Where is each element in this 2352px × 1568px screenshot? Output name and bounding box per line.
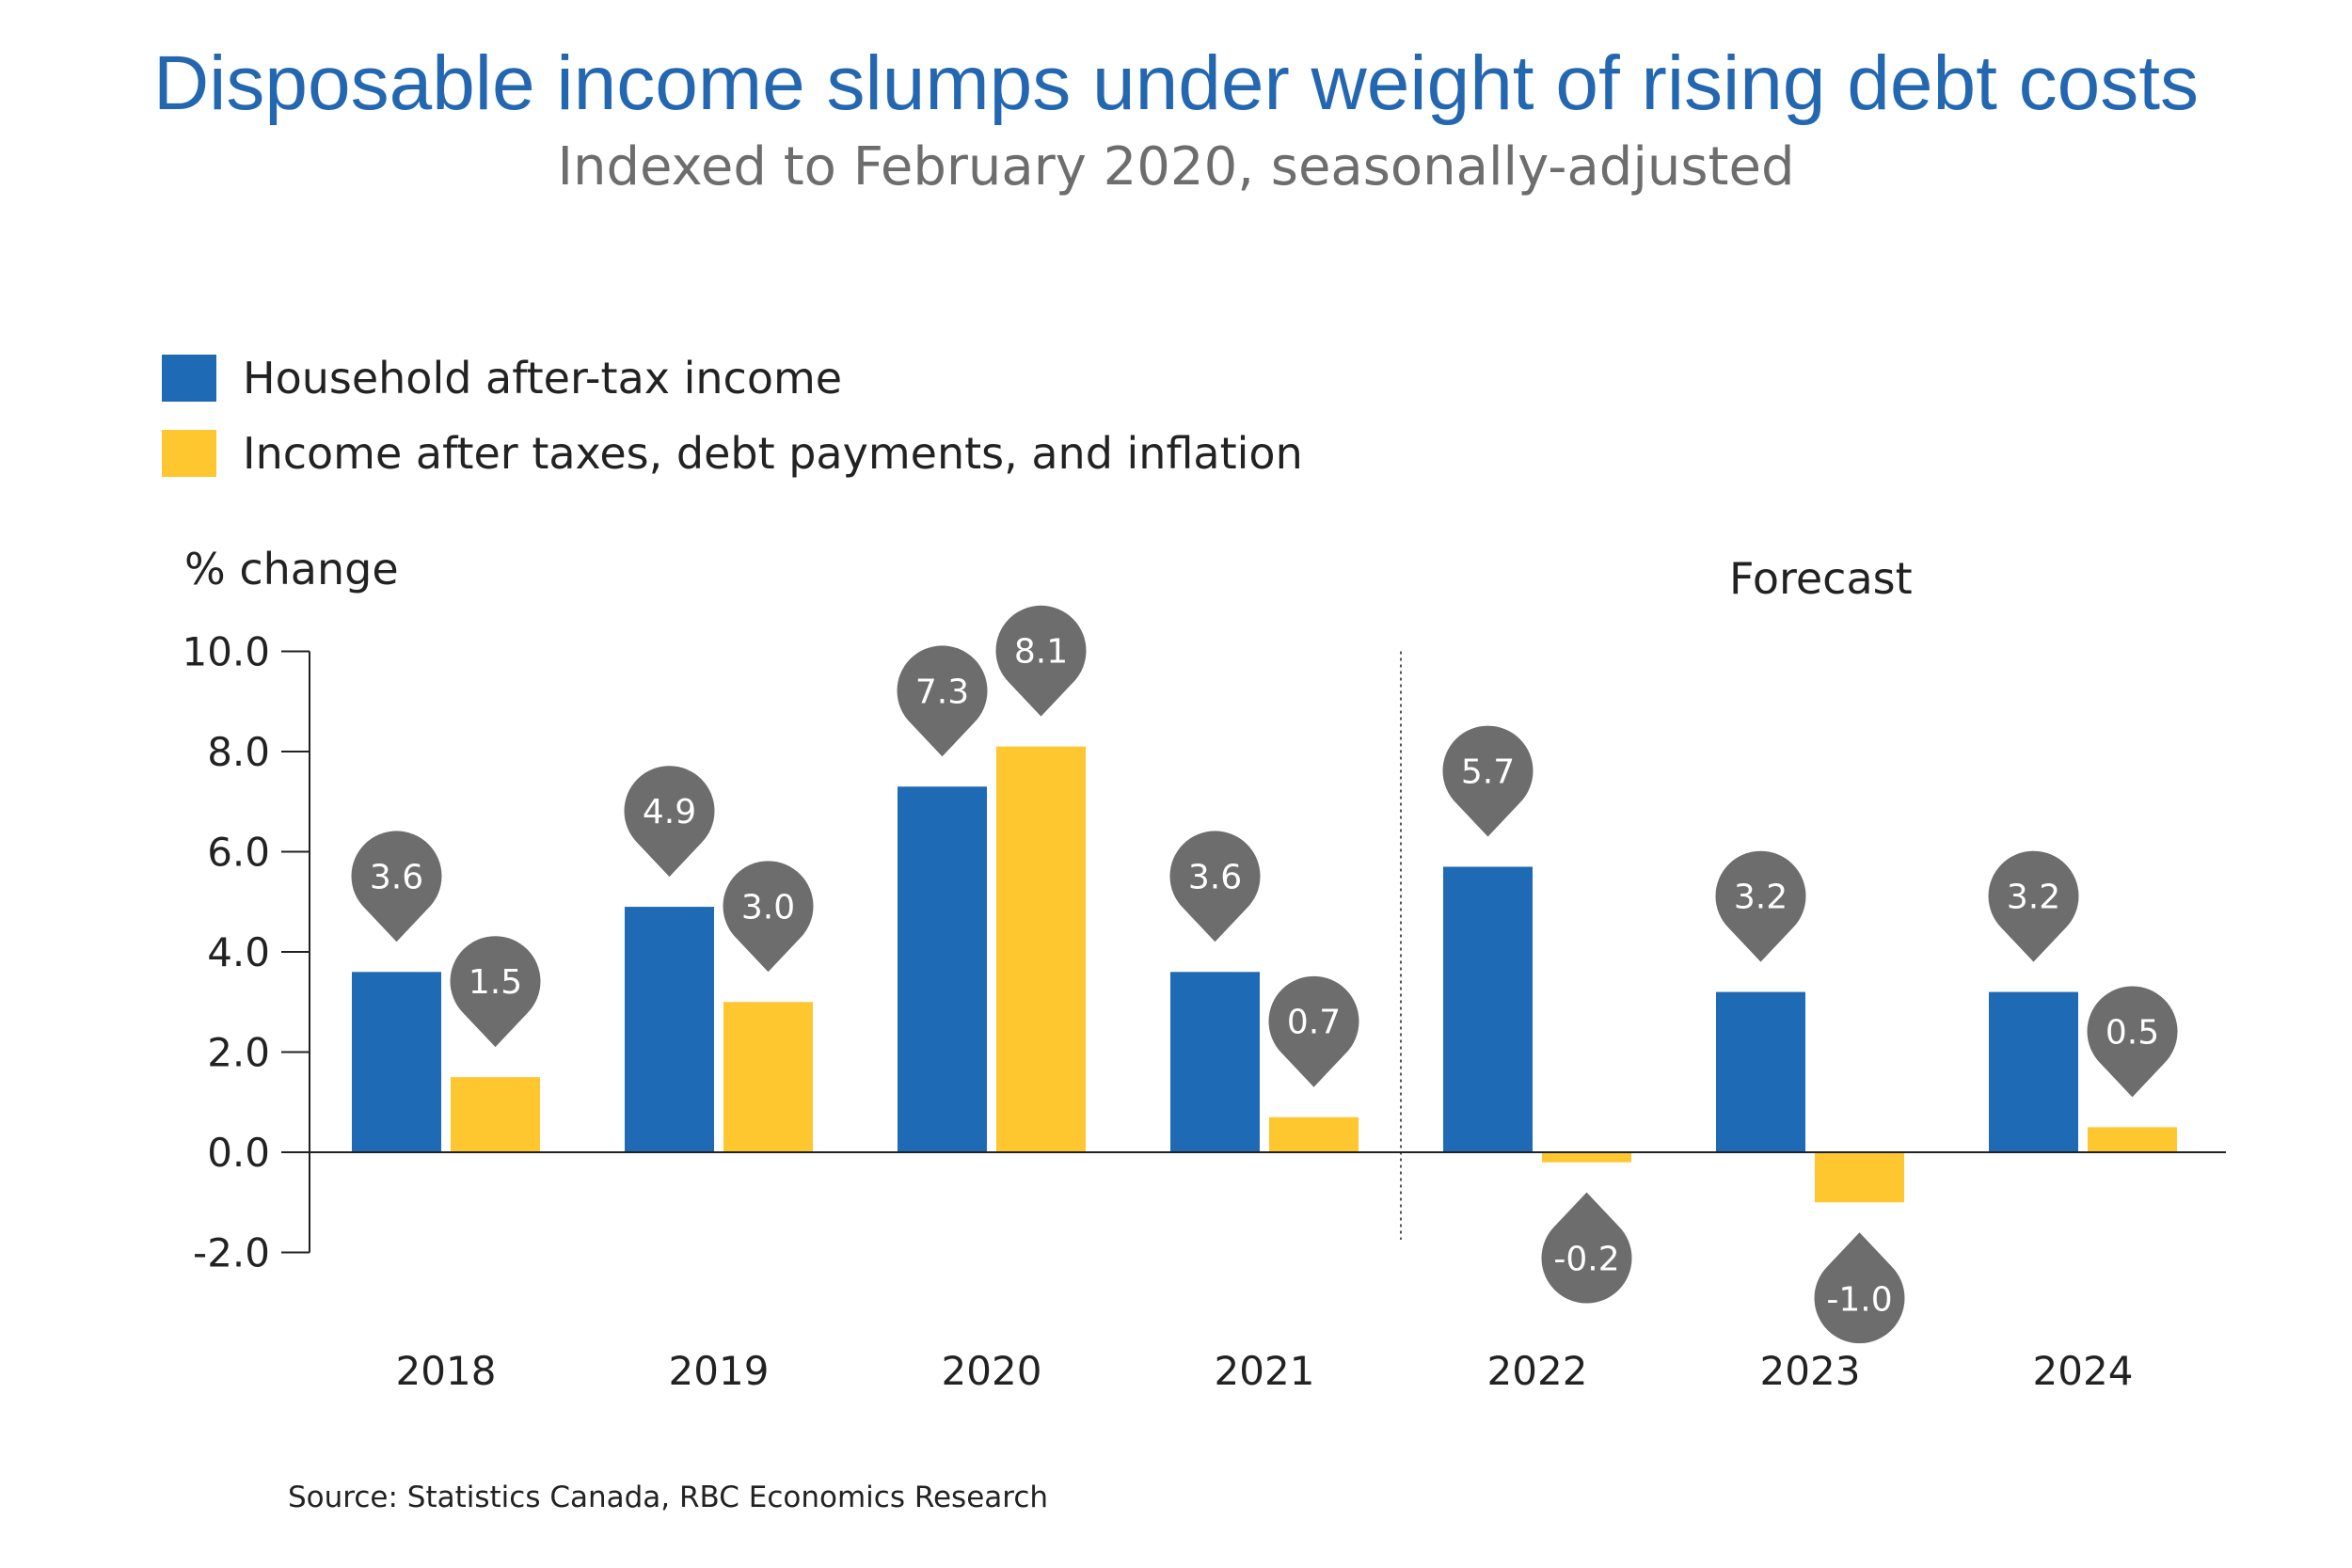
legend: Household after-tax income Income after … bbox=[162, 341, 1303, 491]
data-label-bubble bbox=[1169, 831, 1261, 942]
data-label: 1.5 bbox=[469, 963, 522, 1002]
bar-after-debt-inflation bbox=[723, 1002, 813, 1152]
x-tick-label: 2022 bbox=[1487, 1348, 1588, 1394]
data-label: 0.5 bbox=[2106, 1013, 2159, 1052]
data-label-bubble bbox=[723, 861, 814, 973]
data-label: 3.2 bbox=[1734, 879, 1788, 917]
data-label-bubble bbox=[450, 936, 541, 1048]
data-label: 0.7 bbox=[1287, 1004, 1341, 1042]
x-tick-label: 2023 bbox=[1760, 1348, 1861, 1394]
x-tick-label: 2024 bbox=[2033, 1348, 2134, 1394]
x-tick-label: 2018 bbox=[396, 1348, 497, 1394]
y-axis-label: % change bbox=[184, 544, 399, 594]
bar-after-debt-inflation bbox=[1815, 1152, 1904, 1203]
bar-household-income bbox=[1170, 972, 1260, 1152]
x-tick-label: 2019 bbox=[669, 1348, 770, 1394]
data-label-bubble bbox=[1814, 1232, 1905, 1344]
legend-item-after-tax-income: Household after-tax income bbox=[162, 341, 1303, 416]
x-tick-label: 2020 bbox=[942, 1348, 1042, 1394]
bar-household-income bbox=[1716, 991, 1805, 1152]
data-label: 3.2 bbox=[2007, 879, 2060, 917]
legend-swatch-yellow bbox=[162, 430, 216, 477]
data-label-bubble bbox=[1715, 850, 1806, 962]
forecast-annotation: Forecast bbox=[1729, 553, 1913, 604]
data-label: -1.0 bbox=[1826, 1280, 1892, 1319]
chart-title: Disposable income slumps under weight of… bbox=[152, 40, 2200, 126]
bar-after-debt-inflation bbox=[1269, 1117, 1359, 1152]
data-label-bubble bbox=[995, 605, 1087, 717]
data-label-bubble bbox=[1268, 975, 1359, 1087]
y-tick-label: 10.0 bbox=[182, 629, 270, 675]
data-label: 7.3 bbox=[915, 673, 969, 711]
data-label-bubble bbox=[351, 831, 442, 942]
chart-subtitle: Indexed to February 2020, seasonally-adj… bbox=[557, 136, 1795, 198]
data-label: 4.9 bbox=[643, 793, 696, 832]
x-tick-label: 2021 bbox=[1215, 1348, 1315, 1394]
y-tick-label: 8.0 bbox=[207, 729, 270, 775]
bar-after-debt-inflation bbox=[451, 1077, 540, 1152]
y-tick-label: 2.0 bbox=[207, 1030, 270, 1076]
bar-after-debt-inflation bbox=[1542, 1152, 1631, 1163]
bar-household-income bbox=[1989, 991, 2078, 1152]
bar-after-debt-inflation bbox=[2088, 1127, 2177, 1152]
data-label-bubble bbox=[624, 766, 715, 878]
data-label-bubble bbox=[897, 645, 988, 757]
data-label-bubble bbox=[1988, 850, 2079, 962]
data-label-bubble bbox=[1541, 1192, 1632, 1304]
y-tick-label: -2.0 bbox=[193, 1230, 270, 1276]
y-tick-label: 4.0 bbox=[207, 929, 270, 975]
data-label: -0.2 bbox=[1553, 1241, 1619, 1279]
legend-item-after-debt-inflation: Income after taxes, debt payments, and i… bbox=[162, 416, 1303, 491]
legend-label: Income after taxes, debt payments, and i… bbox=[243, 428, 1303, 479]
y-tick-label: 0.0 bbox=[207, 1130, 270, 1176]
bar-household-income bbox=[352, 972, 441, 1152]
legend-swatch-blue bbox=[162, 355, 216, 402]
data-label: 3.0 bbox=[741, 888, 795, 927]
legend-label: Household after-tax income bbox=[243, 353, 843, 404]
y-tick-label: 6.0 bbox=[207, 830, 270, 876]
bar-household-income bbox=[898, 786, 987, 1152]
data-label: 8.1 bbox=[1014, 633, 1068, 672]
data-label: 5.7 bbox=[1461, 752, 1515, 791]
bar-household-income bbox=[1443, 866, 1533, 1152]
data-label: 3.6 bbox=[1188, 858, 1242, 896]
source-note: Source: Statistics Canada, RBC Economics… bbox=[288, 1481, 1049, 1514]
data-label-bubble bbox=[1442, 725, 1534, 837]
bar-after-debt-inflation bbox=[996, 746, 1086, 1152]
bar-household-income bbox=[625, 907, 714, 1152]
data-label: 3.6 bbox=[370, 858, 423, 896]
data-label-bubble bbox=[2087, 986, 2178, 1098]
